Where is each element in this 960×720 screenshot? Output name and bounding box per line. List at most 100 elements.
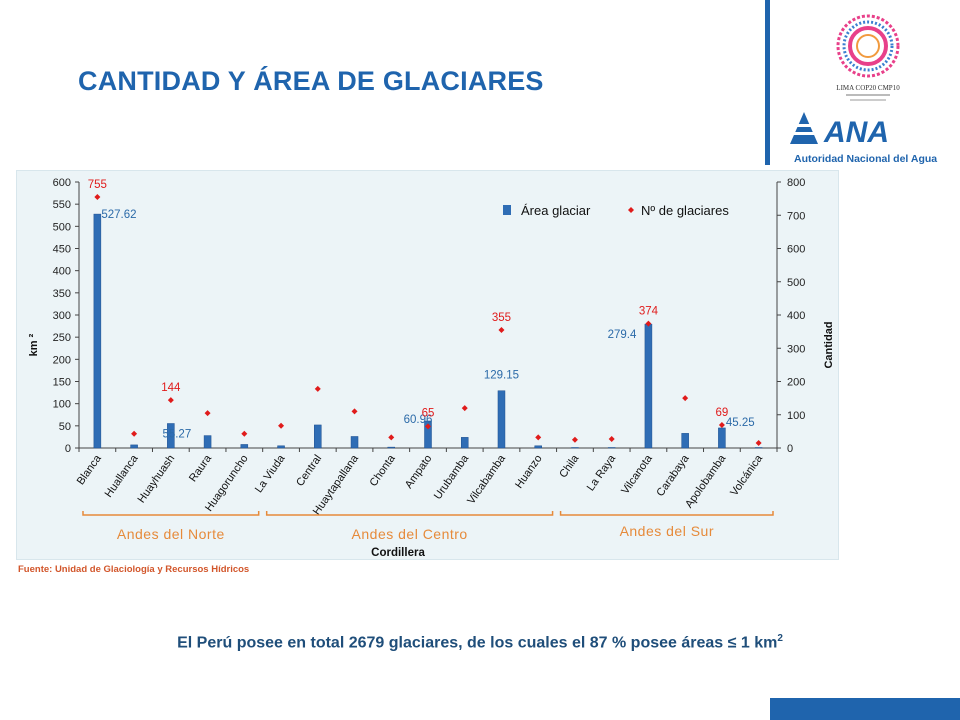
y-tick-label-right: 400 <box>787 310 805 322</box>
count-marker-raura <box>204 410 211 417</box>
summary-statement: El Perú posee en total 2679 glaciares, d… <box>0 633 960 652</box>
bar-urubamba <box>460 437 469 449</box>
y-tick-label-left: 200 <box>53 354 71 366</box>
vertical-divider <box>765 0 770 165</box>
count-marker-blanca <box>94 193 101 200</box>
x-tick-label: Central <box>294 453 324 489</box>
y-tick-label-right: 600 <box>787 244 805 256</box>
group-bracket <box>82 511 260 516</box>
count-marker-huallanca <box>131 430 138 437</box>
count-value-label: 144 <box>161 382 181 394</box>
count-marker-apolobamba <box>718 422 725 429</box>
x-tick-label: Blanca <box>75 452 105 487</box>
x-tick-label: Vilcanota <box>619 452 655 497</box>
legend-count-label: Nº de glaciares <box>641 203 729 218</box>
bar-ampato <box>424 420 432 449</box>
count-value-label: 65 <box>422 407 435 419</box>
y-tick-label-right: 300 <box>787 343 805 355</box>
group-label: Andes del Sur <box>620 523 714 539</box>
y-tick-label-right: 500 <box>787 277 805 289</box>
count-marker-laraya <box>608 436 615 443</box>
bar-carabaya <box>681 433 689 449</box>
x-tick-label: Huayhuash <box>136 453 178 505</box>
count-marker-laviuda <box>278 422 285 429</box>
bar-apolobamba <box>718 427 726 449</box>
count-marker-chila <box>571 436 578 443</box>
source-note: Fuente: Unidad de Glaciología y Recursos… <box>18 564 250 575</box>
bar-huayhuash <box>167 423 175 449</box>
bar-huallanca <box>130 444 138 449</box>
bottom-accent-bar <box>770 698 960 720</box>
count-marker-urubamba <box>461 405 468 412</box>
group-label: Andes del Norte <box>117 526 225 542</box>
y-tick-label-right: 200 <box>787 377 805 389</box>
y-tick-label-left: 500 <box>53 221 71 233</box>
bar-huaytapallana <box>350 436 359 449</box>
summary-superscript: 2 <box>777 633 783 644</box>
x-tick-label: Chila <box>557 452 582 480</box>
x-tick-label: Ampato <box>403 453 435 491</box>
bar-value-label: 129.15 <box>484 370 519 382</box>
count-marker-chonta <box>388 434 395 441</box>
bar-value-label: 279.4 <box>608 329 637 341</box>
x-tick-label: Huallanca <box>103 452 141 500</box>
y-tick-label-left: 350 <box>53 288 71 300</box>
bar-huagoruncho <box>240 444 249 449</box>
bar-laraya <box>607 447 616 449</box>
count-marker-vilcanota <box>645 320 652 327</box>
y-tick-label-left: 50 <box>59 421 71 433</box>
ana-logo: ANA Autoridad Nacional del Agua <box>790 112 937 165</box>
x-tick-label: Chonta <box>368 452 399 489</box>
count-marker-central <box>314 385 321 392</box>
cop20-logo-text: LIMA COP20 CMP10 <box>836 84 900 92</box>
y-tick-label-left: 400 <box>53 266 71 278</box>
legend-count-marker <box>628 207 634 213</box>
count-marker-huayhuash <box>167 397 174 404</box>
y-tick-label-left: 0 <box>65 443 71 455</box>
count-marker-vilcabamba <box>498 326 505 333</box>
y-axis-title-right: Cantidad <box>823 321 835 368</box>
x-tick-label: Volcánica <box>728 452 765 498</box>
bar-vilcanota <box>644 323 653 449</box>
bar-value-label: 45.25 <box>726 417 755 429</box>
y-tick-label-right: 700 <box>787 210 805 222</box>
count-value-label: 755 <box>88 179 107 191</box>
bar-chila <box>571 447 579 449</box>
chart-panel: 0 50 100 150 200 250 300 350 400 450 500 550 600 0 100… <box>16 170 839 560</box>
x-tick-label: Raura <box>187 452 215 484</box>
y-tick-label-left: 550 <box>53 199 71 211</box>
bar-huanzo <box>534 445 542 449</box>
count-marker-huaytapallana <box>351 408 358 415</box>
x-tick-label: Urubamba <box>432 452 472 502</box>
y-tick-label-left: 250 <box>53 332 71 344</box>
summary-text: El Perú posee en total 2679 glaciares, d… <box>177 634 778 652</box>
ana-logo-brand: ANA <box>823 116 889 149</box>
cop20-logo: LIMA COP20 CMP10 <box>836 14 900 101</box>
count-value-label: 374 <box>639 306 659 318</box>
y-tick-label-left: 150 <box>53 377 71 389</box>
bar-laviuda <box>277 445 285 449</box>
group-bracket <box>265 511 554 516</box>
ana-logo-caption: Autoridad Nacional del Agua <box>794 153 937 165</box>
x-tick-label: La Viuda <box>253 452 288 495</box>
bar-value-label: 527.62 <box>101 209 136 221</box>
count-marker-huanzo <box>535 434 542 441</box>
group-bracket <box>559 511 774 516</box>
page-title: CANTIDAD Y ÁREA DE GLACIARES <box>78 66 544 96</box>
x-axis-title: Cordillera <box>371 547 425 559</box>
count-marker-ampato <box>425 423 431 430</box>
x-tick-label: Huanzo <box>513 453 545 491</box>
y-tick-label-left: 450 <box>53 244 71 256</box>
count-marker-carabaya <box>682 395 689 402</box>
count-value-label: 69 <box>715 407 728 419</box>
bar-central <box>314 424 322 449</box>
bar-chonta <box>387 446 396 449</box>
bar-value-label: 60.96 <box>404 414 433 426</box>
group-label: Andes del Centro <box>352 526 468 542</box>
y-tick-label-left: 600 <box>53 177 71 189</box>
x-tick-label: La Raya <box>585 452 619 493</box>
x-tick-label: Carabaya <box>654 452 692 499</box>
bar-volcnica <box>754 447 763 449</box>
y-tick-label-left: 300 <box>53 310 71 322</box>
x-tick-label: Vilcabamba <box>465 452 508 507</box>
